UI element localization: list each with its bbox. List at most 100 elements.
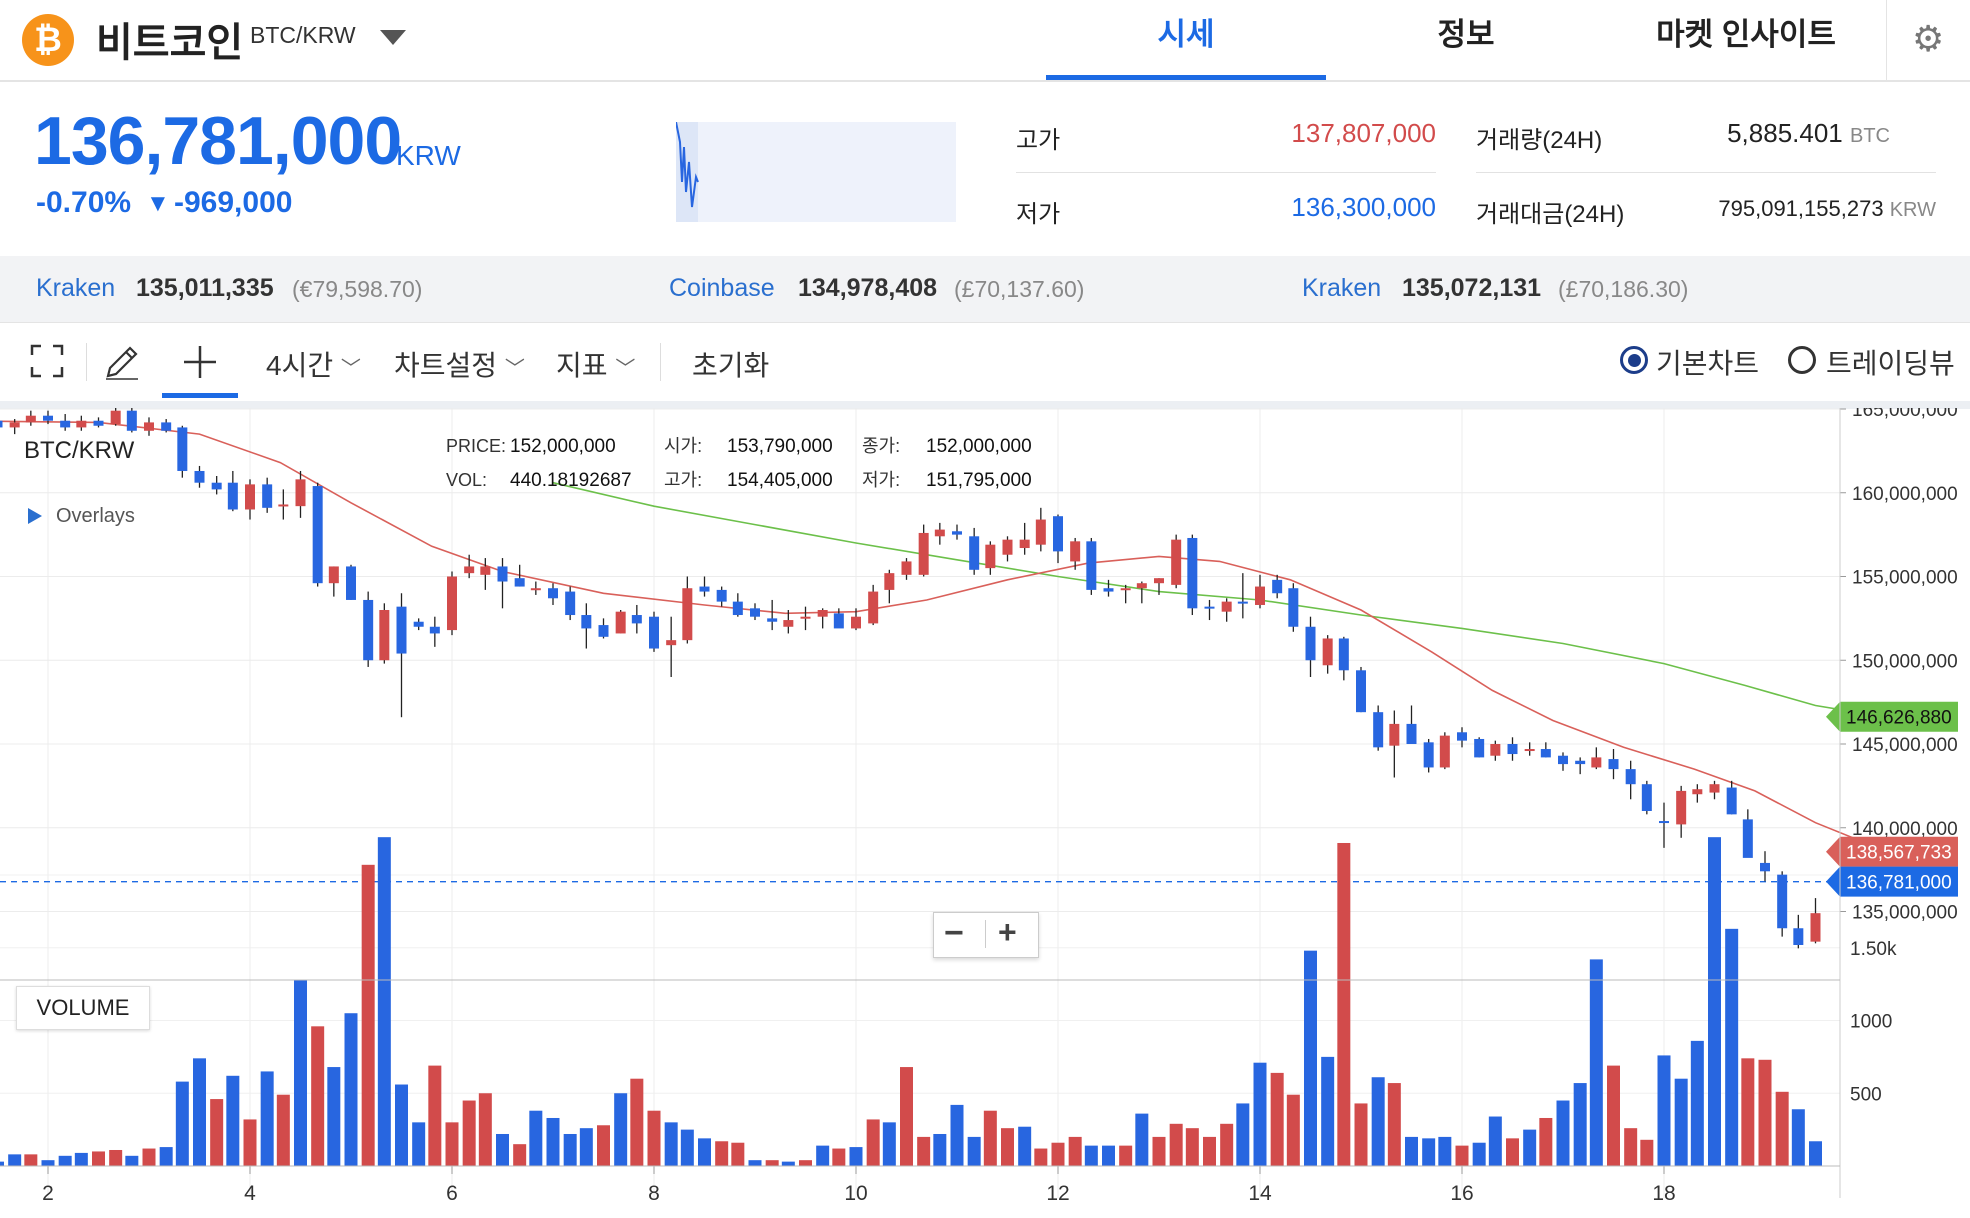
gear-icon[interactable]: ⚙ [1912,18,1945,59]
candle [817,610,828,617]
volume-bar [781,1161,795,1166]
tab-info[interactable]: 정보 [1437,17,1495,52]
reset-button[interactable]: 초기화 [692,350,770,381]
tab-price[interactable]: 시세 [1046,0,1326,80]
volume-bar [882,1122,896,1166]
volume-y-tick-label: 1000 [1850,1012,1892,1033]
pencil-icon[interactable] [104,344,140,380]
volume-bar [529,1110,543,1166]
ohlc-open-label: 시가: [664,436,702,456]
volume-bar [1556,1100,1570,1166]
candle [1221,601,1232,612]
candle [1035,519,1046,545]
volume-bar [276,1094,290,1166]
candle [732,601,743,616]
settings-button[interactable] [1886,0,1970,80]
volume-bar [1573,1083,1587,1166]
volume-bar [159,1147,173,1166]
exchange-name[interactable]: Coinbase [669,274,775,302]
price-unit: KRW [396,140,461,171]
candle [1742,819,1753,858]
candle [1204,606,1215,609]
tradingview-label[interactable]: 트레이딩뷰 [1826,348,1955,379]
y-tick-label: 160,000,000 [1852,484,1958,505]
candle [716,589,727,602]
candle [126,410,137,431]
volume-bar [1387,1083,1401,1166]
bitcoin-icon: ₿ [22,14,74,66]
tab-market-insight[interactable]: 마켓 인사이트 [1656,17,1836,52]
volume-bar [579,1128,593,1166]
zoom-in-button[interactable]: + [998,914,1017,950]
volume-bar [109,1149,123,1166]
candle [1019,539,1030,549]
exchange-name[interactable]: Kraken [36,274,116,302]
volume-bar [715,1141,729,1166]
crosshair-icon[interactable] [182,344,218,380]
candle [1356,670,1366,713]
ma-short-tag: 138,567,733 [1826,836,1958,867]
chart-settings-dropdown[interactable]: 차트설정 ﹀ [394,344,525,384]
volume-bar [1253,1062,1267,1166]
y-tick-label: 165,000,000 [1852,408,1958,421]
volume-bar [175,1081,189,1166]
coin-name[interactable]: 비트코인 [96,21,244,65]
basic-chart-label[interactable]: 기본차트 [1656,348,1760,379]
fullscreen-icon[interactable] [30,344,64,378]
change-amount: -969,000 [174,186,293,219]
divider [1016,172,1436,173]
volume-bar [1084,1145,1098,1166]
volume-bar [1690,1040,1704,1166]
indicators-dropdown[interactable]: 지표 ﹀ [556,344,635,384]
candle [985,544,996,569]
volume-bar [1674,1078,1688,1166]
interval-dropdown[interactable]: 4시간 ﹀ [266,344,361,384]
volume-24h-value: 5,885.401 [1727,118,1843,148]
candle [851,616,861,629]
candle [800,616,811,619]
volume-bar [698,1138,711,1166]
volume-bar [816,1145,830,1166]
price-chart[interactable]: 165,000,000 160,000,000 155,000,000 150,000… [0,408,1970,1218]
x-tick-label: 14 [1248,1182,1272,1205]
volume-bar [731,1142,745,1166]
candle [1709,784,1720,793]
candle [767,618,778,622]
volume-bar [1135,1113,1149,1166]
coin-pair[interactable]: BTC/KRW [250,22,356,48]
candle [1322,638,1333,666]
x-tick-label: 16 [1450,1182,1473,1205]
candle [110,410,121,425]
divider [1476,172,1936,173]
overlays-toggle[interactable]: Overlays [56,505,135,527]
exchange-price: 135,011,335 [136,274,274,302]
volume-bar [1185,1128,1199,1166]
candle [346,566,356,600]
volume-bar [967,1136,981,1166]
volume-bar [664,1122,678,1166]
ohlc-low-value: 151,795,000 [926,470,1032,491]
basic-chart-radio[interactable] [1620,346,1648,374]
y-tick-label: 145,000,000 [1852,735,1958,756]
candle [1373,712,1384,748]
candle [76,420,87,428]
zoom-out-button[interactable]: − [944,914,964,952]
candle [682,588,693,641]
pair-dropdown-caret-icon[interactable] [380,30,406,45]
down-arrow-icon: ▼ [146,190,170,217]
volume-bar [327,1067,341,1166]
volume-bar [24,1154,38,1166]
exchange-name[interactable]: Kraken [1302,274,1382,302]
candle [1692,789,1703,795]
ohlc-vol-value: 440.18192687 [510,470,632,491]
volume-bar [1472,1142,1486,1166]
x-tick-label: 4 [244,1182,256,1205]
tradingview-radio[interactable] [1788,346,1816,374]
top-bar [0,0,1970,82]
volume-bar [1539,1117,1553,1166]
x-tick-label: 10 [844,1182,867,1205]
ma-short-tag-background [1826,836,1958,867]
expand-triangle-icon[interactable] [28,508,42,524]
exchange-fx-price: (£70,137.60) [954,276,1085,302]
candle [278,504,289,507]
